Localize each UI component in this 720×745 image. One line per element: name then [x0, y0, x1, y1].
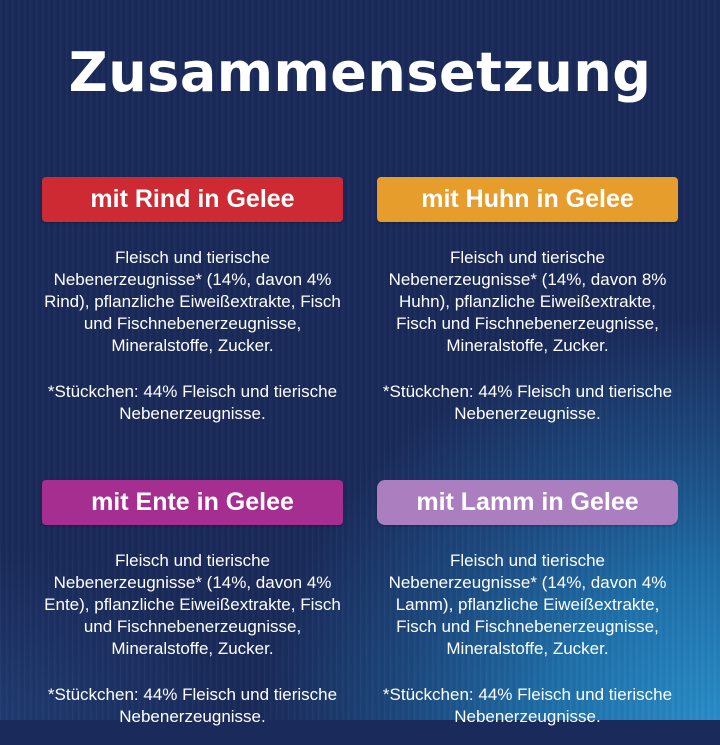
variety-footnote: *Stückchen: 44% Fleisch und tierische Ne…	[382, 685, 673, 726]
variety-card-lamm: mit Lamm in Gelee Fleisch und tierische …	[377, 480, 678, 745]
variety-footnote: *Stückchen: 44% Fleisch und tierische Ne…	[47, 382, 338, 423]
variety-composition: Fleisch und tierische Nebenerzeugnisse* …	[44, 551, 341, 658]
variety-card-huhn: mit Huhn in Gelee Fleisch und tierische …	[377, 177, 678, 442]
variety-card-rind: mit Rind in Gelee Fleisch und tierische …	[42, 177, 343, 442]
variety-banner-label: mit Ente in Gelee	[91, 488, 294, 516]
variety-composition: Fleisch und tierische Nebenerzeugnisse* …	[44, 248, 341, 355]
variety-composition: Fleisch und tierische Nebenerzeugnisse* …	[388, 551, 667, 658]
varieties-grid: mit Rind in Gelee Fleisch und tierische …	[0, 177, 720, 745]
variety-card-ente: mit Ente in Gelee Fleisch und tierische …	[42, 480, 343, 745]
product-info-panel: { "title": "Zusammensetzung", "colors": …	[0, 0, 720, 726]
variety-banner-huhn: mit Huhn in Gelee	[377, 177, 678, 222]
variety-banner-ente: mit Ente in Gelee	[42, 480, 343, 525]
variety-banner-rind: mit Rind in Gelee	[42, 177, 343, 222]
variety-banner-lamm: mit Lamm in Gelee	[377, 480, 678, 525]
variety-banner-label: mit Lamm in Gelee	[416, 488, 639, 516]
variety-composition: Fleisch und tierische Nebenerzeugnisse* …	[388, 248, 667, 355]
variety-footnote: *Stückchen: 44% Fleisch und tierische Ne…	[382, 382, 673, 423]
variety-banner-label: mit Huhn in Gelee	[421, 185, 634, 213]
page-title: Zusammensetzung	[68, 41, 652, 104]
variety-footnote: *Stückchen: 44% Fleisch und tierische Ne…	[47, 685, 338, 726]
variety-banner-label: mit Rind in Gelee	[90, 185, 295, 213]
